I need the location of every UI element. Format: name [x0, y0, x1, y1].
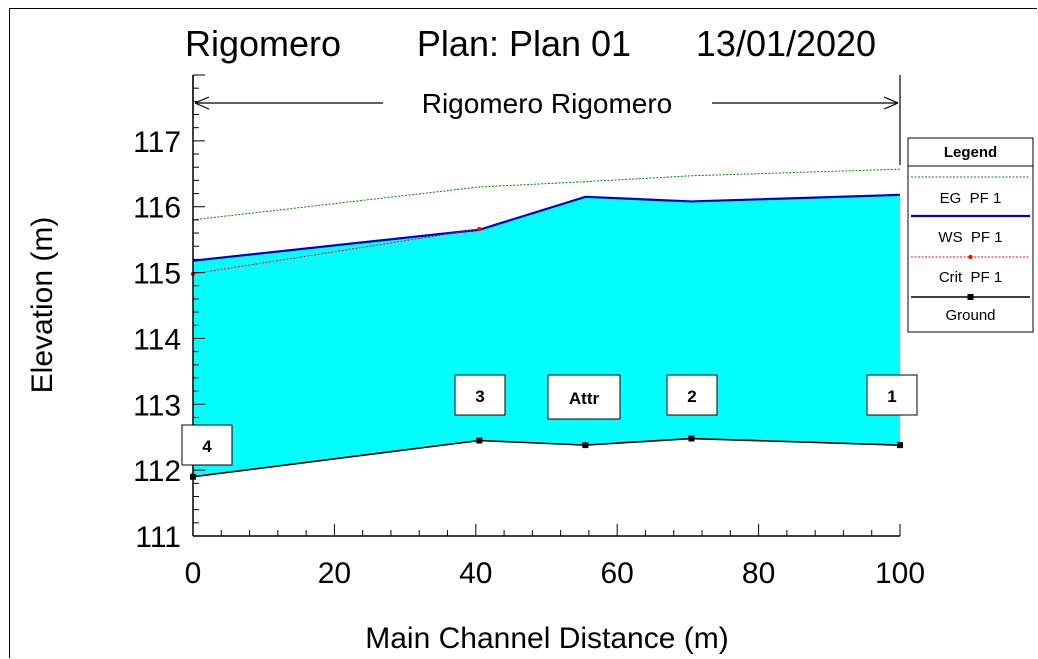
legend-marker	[968, 254, 973, 260]
y-tick-label: 117	[133, 126, 181, 159]
title-river: Rigomero	[185, 23, 341, 64]
legend-title: Legend	[944, 144, 997, 161]
legend-entry-label: Crit PF 1	[939, 269, 1002, 286]
crit-point	[477, 226, 482, 232]
ground-point	[476, 437, 483, 444]
chart-frame	[9, 8, 1037, 658]
station-label: 4	[202, 437, 212, 456]
station-label-box	[181, 424, 233, 466]
station-label-box	[547, 374, 621, 420]
ground-point	[582, 442, 589, 449]
series-line-crit	[192, 228, 480, 275]
y-tick-label: 111	[135, 521, 181, 554]
title-plan: Plan: Plan 01	[417, 23, 631, 64]
ground-point	[688, 435, 695, 442]
legend-entry-label: EG PF 1	[940, 190, 1002, 207]
legend-entry-label: Ground	[945, 307, 995, 324]
station-label: 3	[475, 387, 484, 406]
x-tick-label: 100	[875, 557, 925, 590]
title-date: 13/01/2020	[696, 23, 876, 64]
station-label: 2	[687, 387, 696, 406]
y-tick-label: 113	[133, 389, 181, 422]
y-axis-label: Elevation (m)	[26, 217, 59, 394]
y-tick-label: 114	[133, 323, 181, 356]
x-tick-label: 60	[601, 557, 634, 590]
legend-entry-label: WS PF 1	[938, 229, 1002, 246]
arrowhead-left	[194, 96, 210, 110]
legend-marker	[967, 294, 974, 300]
y-tick-label: 112	[133, 455, 181, 488]
x-tick-label: 0	[185, 557, 202, 590]
x-tick-label: 20	[318, 557, 351, 590]
x-tick-label: 80	[742, 557, 775, 590]
reach-label: Rigomero Rigomero	[422, 88, 673, 119]
arrowhead-right	[883, 96, 899, 110]
station-label-box	[666, 374, 718, 416]
x-axis-label: Main Channel Distance (m)	[365, 622, 728, 655]
x-tick-label: 40	[459, 557, 492, 590]
station-label: 1	[887, 387, 896, 406]
station-label-box	[454, 374, 506, 416]
station-label: Attr	[569, 389, 600, 408]
water-fill	[193, 194, 900, 477]
y-tick-label: 115	[133, 258, 181, 291]
ground-point	[897, 442, 903, 449]
series-line-ws	[192, 193, 901, 262]
station-label-box	[866, 374, 918, 416]
y-tick-label: 116	[133, 192, 181, 225]
